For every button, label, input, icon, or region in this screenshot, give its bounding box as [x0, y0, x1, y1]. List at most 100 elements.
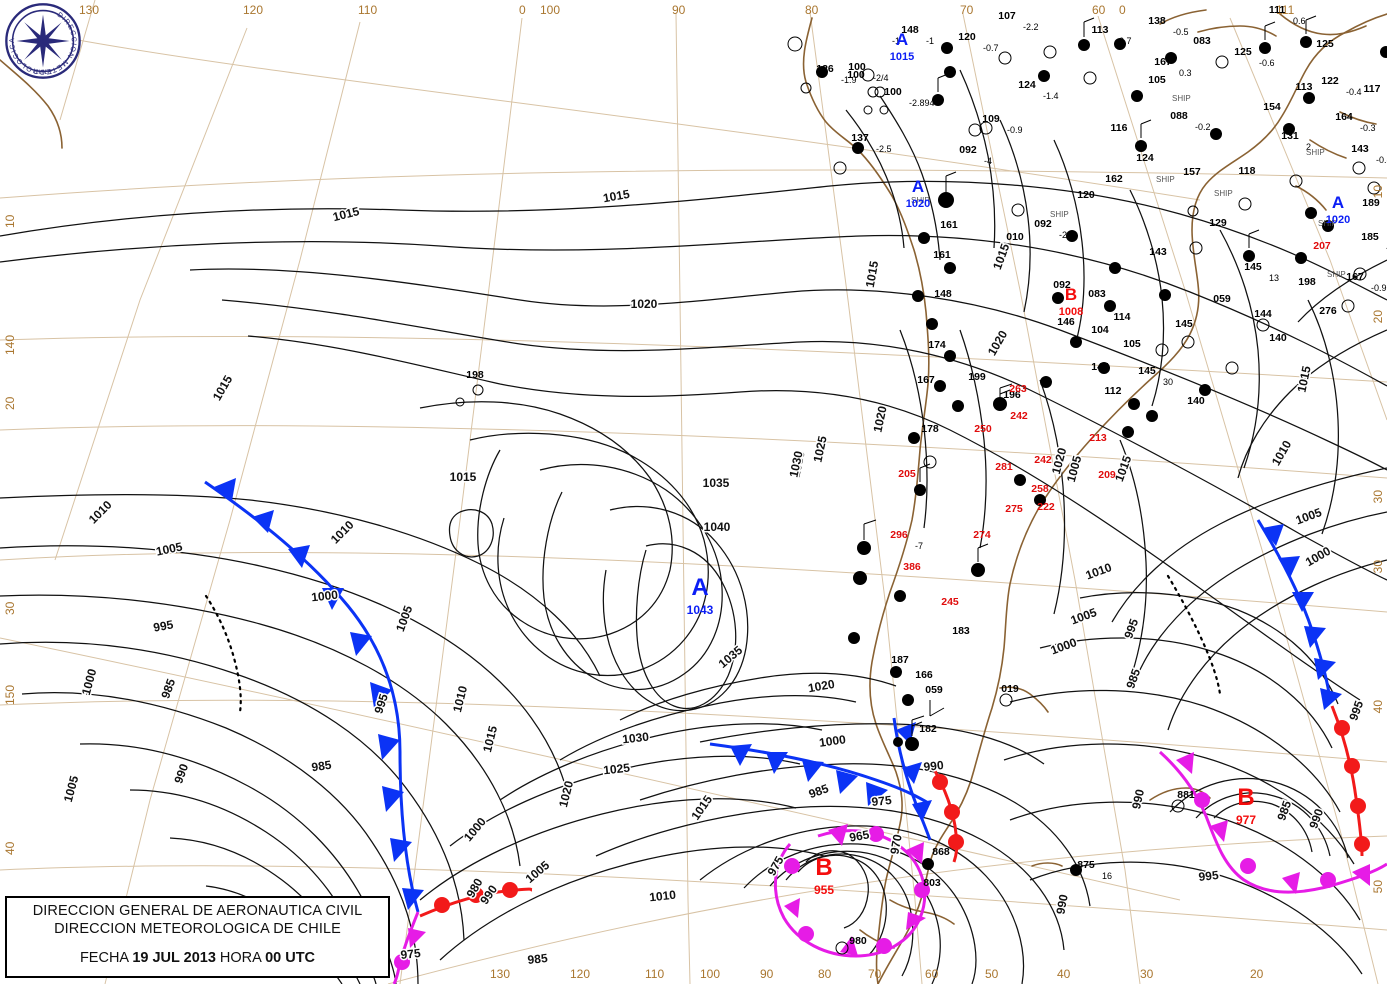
- station-pressure: 222: [1037, 501, 1055, 513]
- station-pressure: 019: [1001, 683, 1019, 695]
- station-tendency: -7: [915, 541, 923, 551]
- isobar-label: 985: [527, 951, 549, 967]
- station-tendency: -0.7: [983, 43, 999, 53]
- station-pressure: 137: [851, 132, 869, 144]
- station-pressure: 209: [1098, 469, 1116, 481]
- station-pressure: 129: [1209, 217, 1227, 229]
- station-pressure: 117: [1364, 83, 1381, 95]
- station-pressure: 145: [1175, 318, 1193, 330]
- title-line-2: DIRECCION METEOROLOGICA DE CHILE: [54, 921, 341, 937]
- isobar-label: 975: [871, 793, 893, 809]
- station-pressure: 178: [921, 423, 939, 435]
- station-pressure: 146: [1057, 316, 1075, 328]
- isobar-label: 975: [400, 946, 422, 962]
- station-pressure: 092: [959, 144, 977, 156]
- warm-front-far-east: [1330, 705, 1370, 857]
- lat-label: 20: [3, 396, 17, 410]
- station-pressure: 114: [1114, 311, 1131, 323]
- low-center-value: 977: [1236, 813, 1256, 827]
- station-pressure: 881: [1177, 789, 1195, 801]
- station-pressure: 140: [1187, 395, 1205, 407]
- isobar-label: 985: [311, 758, 333, 775]
- station-pressure: 199: [968, 371, 986, 383]
- station-pressure: 196: [1003, 389, 1021, 401]
- station-tendency: 16: [1102, 871, 1112, 881]
- high-center-value: 1015: [890, 51, 914, 63]
- isobar-label: 995: [1121, 617, 1141, 641]
- station-tendency: 0.6: [1293, 16, 1306, 26]
- station-pressure: 092: [1034, 218, 1052, 230]
- station-tendency: -2.2: [1023, 22, 1039, 32]
- lon-label: 30: [1140, 967, 1154, 981]
- islands-and-antarctic-coast: [0, 9, 1207, 149]
- station-tendency: -2: [1059, 230, 1067, 240]
- date-value: 19 JUL 2013: [132, 950, 216, 966]
- isobar-label: 1000: [461, 814, 489, 844]
- date-prefix: FECHA: [79, 950, 133, 966]
- station-pressure: 145: [1091, 361, 1109, 373]
- lat-labels-left: 10 140 20 30 150 40: [3, 214, 17, 855]
- station-tendency: 0.3: [1179, 68, 1192, 78]
- lat-label: 40: [1371, 700, 1385, 714]
- low-center-value: 1008: [1059, 306, 1083, 318]
- low-center-symbol: B: [1237, 784, 1254, 811]
- station-pressure: 059: [925, 684, 943, 696]
- station-pressure: 122: [1321, 75, 1339, 87]
- station-pressure: 167: [1346, 271, 1364, 283]
- high-center-value: 1020: [1326, 214, 1350, 226]
- ship-report-labels: SHIP SHIP SHIP SHIP SHIP SHIP SHIP SHIP: [911, 94, 1346, 279]
- isobar-label: 995: [1198, 868, 1220, 884]
- station-dewpoint: -1: [892, 36, 900, 46]
- isobar-label: 975: [764, 854, 786, 879]
- high-center-value: 1043: [687, 603, 714, 617]
- lat-label: 140: [3, 335, 17, 355]
- low-center-symbol: B: [1065, 285, 1077, 304]
- isobar-label: 1005: [1294, 505, 1324, 527]
- ship-label: SHIP: [1172, 94, 1191, 103]
- station-pressure: 113: [1296, 81, 1313, 93]
- isobar-label: 1015: [990, 241, 1012, 271]
- isobar-label: 995: [152, 617, 174, 634]
- high-center-symbol: A: [691, 574, 708, 601]
- station-pressure: 120: [958, 31, 976, 43]
- isobar-label: 1020: [556, 779, 576, 809]
- direccion-meteorologica-seal-logo: DIRECCION METEOROLOGICA CHILE: [5, 3, 81, 79]
- station-pressure: 083: [1193, 35, 1211, 47]
- station-pressure: 112: [1105, 385, 1122, 397]
- lat-label: 40: [3, 841, 17, 855]
- hour-value: 00 UTC: [265, 950, 316, 966]
- station-tendency: -0.9: [1007, 125, 1023, 135]
- station-pressure: 198: [466, 369, 484, 381]
- isobar-label: 1020: [807, 677, 836, 695]
- occluded-front-southwest: [392, 911, 426, 984]
- isobar-label: 1010: [1084, 560, 1114, 582]
- station-pressure: 125: [1316, 38, 1334, 50]
- lon-label: 130: [79, 3, 99, 17]
- warm-front-southwest: [419, 882, 534, 918]
- station-pressure: 118: [1239, 165, 1256, 177]
- isobar-label: 1005: [61, 774, 82, 804]
- station-pressure: 205: [898, 468, 916, 480]
- station-pressure: 124: [1136, 152, 1154, 164]
- station-pressure: 100: [848, 61, 866, 73]
- isobar-label: 1010: [649, 888, 677, 905]
- lon-label: 110: [358, 3, 377, 17]
- station-tendency: -1.9: [841, 75, 857, 85]
- station-pressure: 258: [1031, 483, 1049, 495]
- isobar-label: 1025: [603, 761, 631, 778]
- isobar-label: 985: [158, 677, 178, 701]
- isobar-label: 1010: [328, 518, 357, 547]
- station-pressure: 143: [1351, 143, 1369, 155]
- station-pressure: 207: [1313, 240, 1331, 252]
- station-pressure: 189: [1362, 197, 1380, 209]
- isobar-label: 1000: [818, 732, 847, 750]
- station-pressure: 245: [941, 596, 959, 608]
- station-pressure: 868: [932, 846, 950, 858]
- lat-label: 30: [3, 601, 17, 615]
- station-pressure: 182: [919, 723, 937, 735]
- ship-label: SHIP: [1318, 219, 1337, 228]
- station-pressure: 242: [1034, 454, 1052, 466]
- lon-label: 110: [645, 967, 664, 981]
- station-pressure: 125: [1234, 46, 1252, 58]
